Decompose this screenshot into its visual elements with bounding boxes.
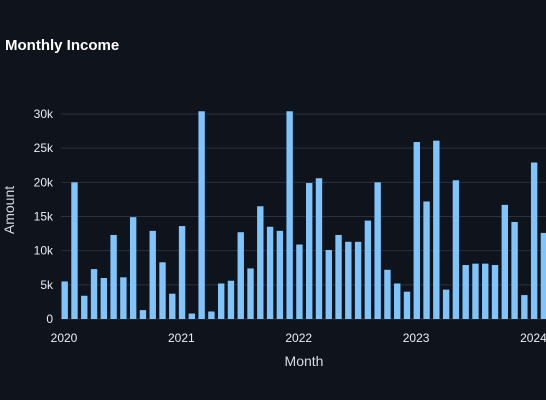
x-tick-label: 2021 — [168, 331, 195, 345]
bar-2022-03 — [315, 178, 323, 319]
bar-2021-01 — [178, 226, 186, 319]
bar-2020-12 — [169, 293, 176, 319]
bar-2020-04 — [90, 269, 98, 319]
bar-2023-11 — [511, 221, 518, 319]
bar-2022-02 — [306, 183, 313, 319]
y-tick-label: 30k — [34, 107, 54, 121]
bar-2023-06 — [462, 265, 469, 319]
bar-2023-04 — [442, 289, 450, 319]
bar-2023-10 — [501, 204, 508, 319]
bar-2021-10 — [266, 226, 274, 319]
bar-2021-04 — [208, 311, 215, 319]
bar-2020-08 — [129, 217, 137, 319]
bar-2022-10 — [384, 269, 391, 319]
bar-2023-12 — [521, 295, 528, 319]
bar-2022-11 — [394, 283, 401, 319]
bar-2020-03 — [81, 295, 88, 319]
bar-2022-12 — [403, 291, 411, 319]
bar-2021-02 — [188, 313, 196, 319]
x-tick-label: 2024 — [520, 331, 546, 345]
bar-2020-09 — [139, 310, 147, 319]
x-axis-ticks: 2020 2021 2022 2023 2024 — [51, 331, 546, 345]
bar-2020-06 — [110, 234, 117, 319]
bar-2024-01 — [530, 162, 538, 319]
bar-2020-01 — [61, 281, 68, 319]
bar-2021-12 — [286, 111, 293, 320]
y-tick-label: 25k — [34, 141, 54, 155]
bar-2020-10 — [149, 230, 156, 319]
bar-2022-08 — [364, 220, 372, 319]
y-tick-label: 5k — [40, 278, 54, 292]
bar-2022-01 — [296, 244, 303, 319]
bar-2022-04 — [325, 249, 332, 319]
y-tick-label: 15k — [34, 210, 54, 224]
bar-2022-06 — [345, 241, 352, 319]
bar-2020-07 — [120, 277, 127, 319]
bar-2021-03 — [198, 111, 205, 320]
bar-2023-08 — [482, 263, 489, 319]
chart-title: Monthly Income — [5, 37, 119, 54]
bar-2023-05 — [452, 180, 460, 319]
bar-2022-05 — [335, 234, 342, 319]
bar-2021-08 — [247, 268, 254, 319]
bar-2021-09 — [257, 206, 264, 319]
bar-2022-09 — [374, 182, 381, 319]
bar-2020-05 — [100, 278, 108, 319]
bar-2022-07 — [354, 241, 362, 319]
bar-2023-07 — [472, 263, 479, 319]
x-tick-label: 2020 — [51, 331, 78, 345]
gridlines — [61, 113, 546, 320]
y-tick-label: 0 — [46, 312, 53, 326]
x-axis-label: Month — [285, 353, 324, 369]
x-tick-label: 2023 — [403, 331, 430, 345]
bar-2024-02 — [540, 232, 546, 319]
bar-2023-02 — [423, 201, 430, 319]
bar-2023-03 — [433, 140, 440, 319]
y-axis-ticks: 0 5k 10k 15k 20k 25k 30k — [34, 107, 54, 326]
bar-2023-09 — [491, 265, 499, 319]
bar-2020-11 — [159, 262, 166, 319]
y-axis-label: Amount — [1, 186, 17, 234]
bar-2021-06 — [227, 280, 235, 319]
bar-2020-02 — [71, 182, 78, 319]
bar-2021-07 — [237, 232, 244, 319]
bar-2021-11 — [276, 230, 284, 319]
bars — [61, 111, 546, 320]
y-tick-label: 10k — [34, 244, 54, 258]
x-tick-label: 2022 — [285, 331, 312, 345]
y-tick-label: 20k — [34, 175, 54, 189]
bar-2021-05 — [217, 283, 225, 319]
bar-2023-01 — [413, 142, 420, 319]
